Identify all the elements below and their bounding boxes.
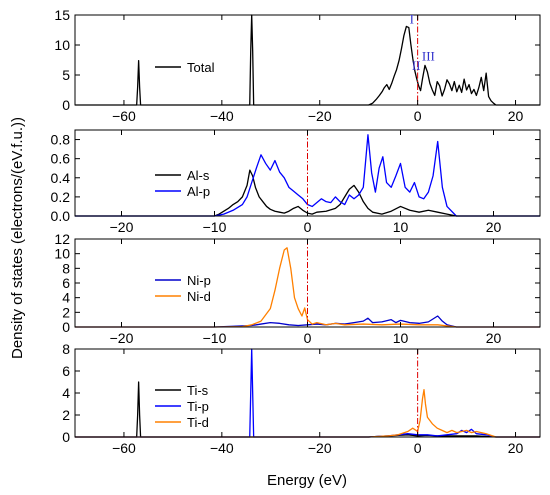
- series-line-ti-s: [75, 381, 540, 438]
- series-line-al-s: [75, 169, 540, 217]
- x-tick-label: 0: [414, 440, 422, 456]
- y-tick-label: 0.0: [51, 208, 71, 224]
- x-tick-label: 0: [414, 108, 422, 124]
- y-tick-label: 0.2: [51, 189, 71, 205]
- series-line-ti-p: [75, 348, 540, 438]
- y-tick-label: 0.4: [51, 170, 71, 186]
- y-tick-label: 10: [54, 37, 70, 53]
- legend-label: Total: [187, 60, 215, 75]
- x-tick-label: −10: [203, 219, 227, 235]
- y-tick-label: 8: [62, 260, 70, 276]
- x-tick-label: 10: [393, 219, 409, 235]
- x-tick-label: −60: [112, 108, 136, 124]
- x-tick-label: 0: [304, 330, 312, 346]
- peak-annotation: III: [422, 49, 435, 64]
- legend-label: Al-p: [187, 184, 210, 199]
- plot-frame: [74, 14, 541, 106]
- panel-4: −60 −40 −20 0 20 0 2 4 6 8 Ti-sTi-pTi-d: [62, 341, 541, 456]
- y-tick-label: 12: [54, 231, 70, 247]
- y-tick-label: 0.8: [51, 132, 71, 148]
- x-tick-label: −20: [308, 440, 332, 456]
- y-tick-label: 0: [62, 319, 70, 335]
- x-tick-label: −20: [110, 330, 134, 346]
- y-tick-label: 2: [62, 304, 70, 320]
- legend-label: Ti-d: [187, 415, 209, 430]
- y-tick-label: 0.6: [51, 151, 71, 167]
- x-tick-label: −60: [112, 440, 136, 456]
- series-line-ni-p: [75, 315, 540, 328]
- plot-frame: [74, 348, 541, 438]
- legend-label: Ni-p: [187, 273, 211, 288]
- legend-label: Ti-s: [187, 383, 209, 398]
- y-tick-label: 4: [62, 290, 70, 306]
- x-tick-label: 20: [508, 440, 524, 456]
- legend-label: Ti-p: [187, 399, 209, 414]
- x-tick-label: −20: [308, 108, 332, 124]
- x-tick-label: 20: [508, 108, 524, 124]
- x-tick-label: 20: [486, 219, 502, 235]
- series-line-ni-d: [75, 247, 540, 328]
- legend-label: Al-s: [187, 168, 210, 183]
- y-tick-label: 15: [54, 7, 70, 23]
- y-axis-title: Density of states (electrons/(eV.f.u.)): [9, 117, 26, 359]
- y-tick-label: 4: [62, 385, 70, 401]
- y-tick-label: 6: [62, 275, 70, 291]
- legend-label: Ni-d: [187, 289, 211, 304]
- y-tick-label: 2: [62, 407, 70, 423]
- y-tick-label: 10: [54, 246, 70, 262]
- x-tick-label: 10: [393, 330, 409, 346]
- y-tick-label: 0: [62, 429, 70, 445]
- panel-2: −20 −10 0 10 20 0.0 0.2 0.4 0.6 0.8 Al-sAl-p: [51, 129, 541, 235]
- y-tick-label: 6: [62, 363, 70, 379]
- peak-annotation: I: [410, 11, 414, 26]
- series-line-total: [75, 14, 540, 106]
- x-tick-label: −40: [210, 440, 234, 456]
- x-axis-title: Energy (eV): [267, 472, 347, 489]
- x-tick-label: 0: [304, 219, 312, 235]
- x-tick-label: −40: [210, 108, 234, 124]
- x-tick-label: 20: [486, 330, 502, 346]
- y-tick-label: 0: [62, 97, 70, 113]
- peak-annotation: II: [412, 58, 421, 73]
- x-tick-label: −20: [110, 219, 134, 235]
- y-tick-label: 8: [62, 341, 70, 357]
- x-tick-label: −10: [203, 330, 227, 346]
- series-line-al-p: [75, 134, 540, 217]
- series-line-ti-d: [75, 389, 540, 438]
- y-tick-label: 5: [62, 67, 70, 83]
